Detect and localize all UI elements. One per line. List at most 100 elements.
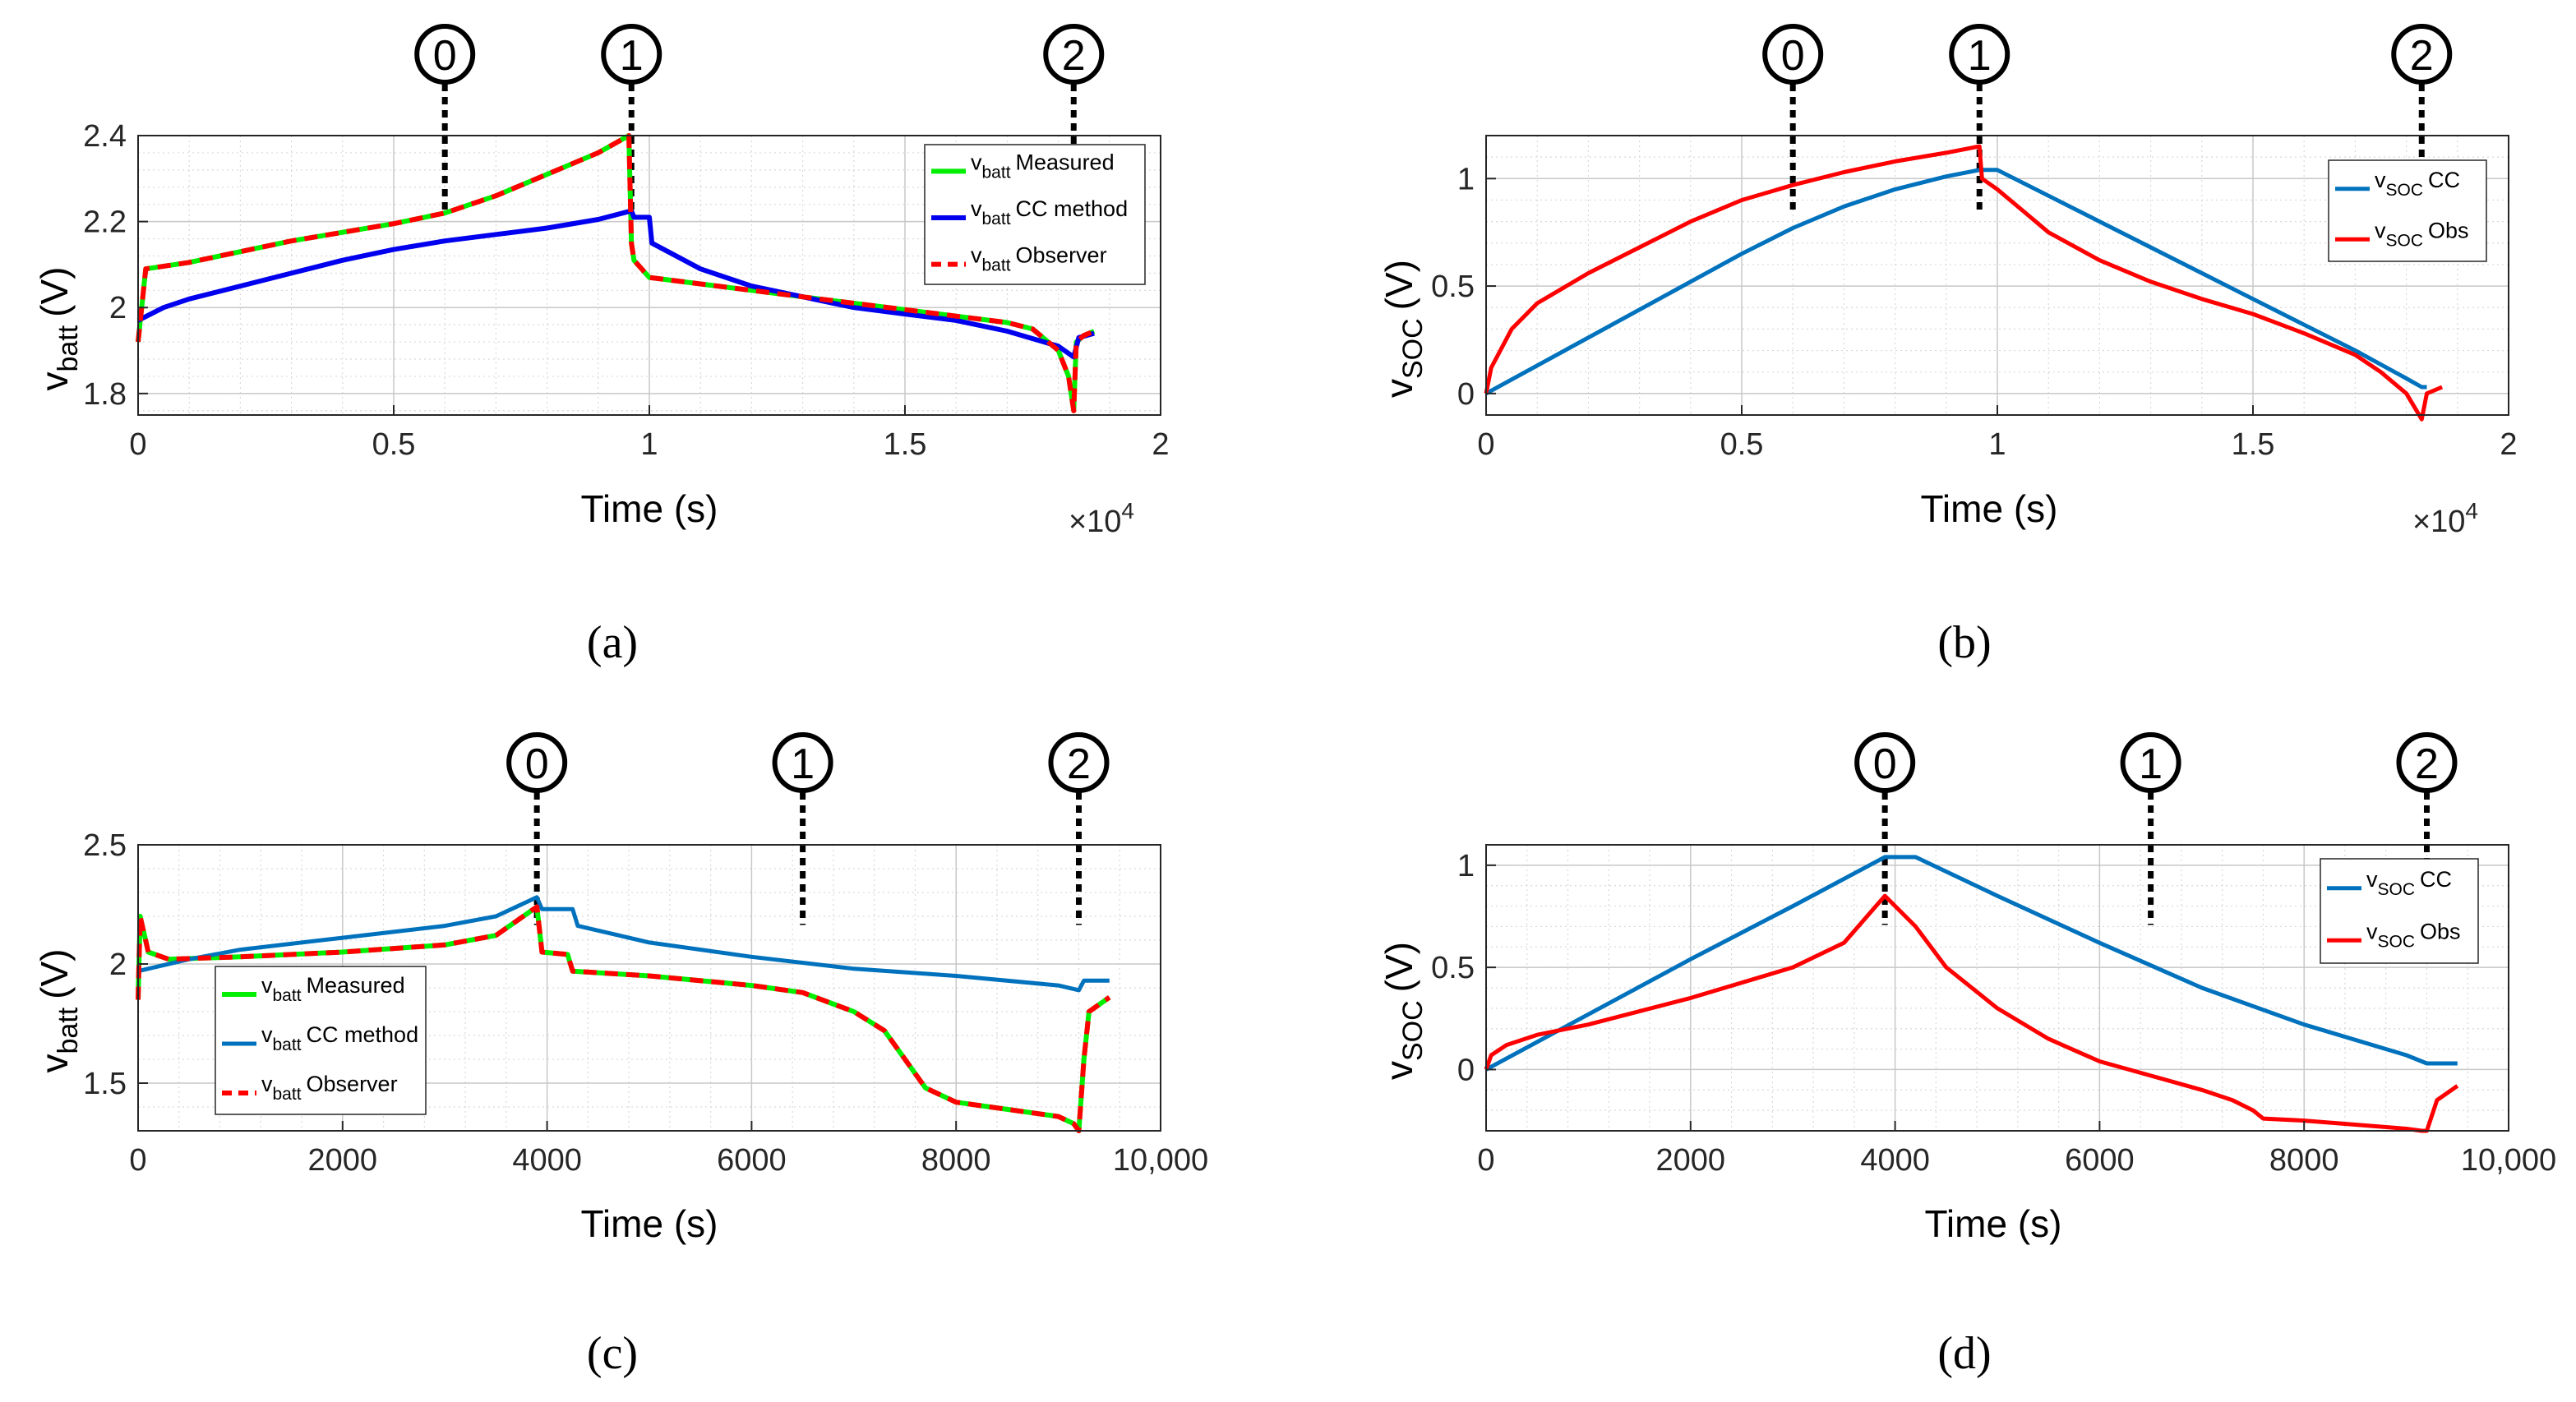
xtick-label: 2 [2500,427,2517,462]
legend-entry-obs: vSOC Obs [2375,218,2469,250]
xtick-label: 1 [1988,427,2006,462]
ylabel-unit: (V) [1378,260,1420,310]
legend-box [924,144,1146,285]
marker-label-1: 1 [620,32,644,80]
marker-circle-1 [1949,24,2010,85]
marker-label-2: 2 [1067,740,1091,788]
xtick-label: 0 [1477,427,1494,462]
series-obs-line [1484,893,2459,1133]
marker-circle-0 [506,732,568,793]
legend-entry-observer: vbatt Observer [971,243,1107,275]
marker-label-0: 0 [1781,32,1805,80]
legend-sub: SOC [2386,181,2424,200]
marker-label-0: 0 [1873,740,1897,788]
xtick-label: 10,000 [2461,1143,2556,1178]
marker-label-1: 1 [2139,740,2163,788]
ylabel-sub: batt [53,1007,84,1054]
marker-label-2: 2 [2415,740,2439,788]
ytick-label: 0.5 [1431,270,1475,304]
xlabel-a: Time (s) [581,487,718,530]
legend-sub: SOC [2378,880,2416,899]
marker-label-1: 1 [791,740,815,788]
x-exponent-power: 4 [2465,498,2478,523]
xlabel-b: Time (s) [1921,487,2058,530]
xtick-label: 6000 [717,1143,787,1178]
minor-grid-b [1485,135,2509,416]
xtick-label: 10,000 [1113,1143,1208,1178]
legend-main: v [971,243,982,268]
legend-main: v [2366,867,2378,892]
ytick-label: 2.2 [83,205,127,240]
legend-text: Observer [1016,243,1107,268]
x-exponent-base: ×10 [1069,505,1121,539]
ylabel-sub: SOC [1397,318,1429,379]
legend-sub: batt [982,163,1011,182]
marker-circle-0 [414,24,476,85]
legend-entry-cc: vSOC CC [2375,168,2460,200]
legend-sub: batt [982,210,1011,228]
marker-circle-2 [2391,24,2453,85]
legend-b: vSOC CC vSOC Obs [2328,159,2487,262]
legend-text: CC [2428,168,2460,192]
ytick-label: 1 [1457,849,1475,883]
ylabel-main: v [33,372,76,391]
marker-label-1: 1 [1968,32,1992,80]
marker-circle-2 [2396,732,2458,793]
legend-entry-obs: vSOC Obs [2366,919,2461,951]
legend-text: Measured [1016,150,1115,174]
ytick-label: 0 [1457,1053,1475,1087]
legend-entry-observer: vbatt Observer [261,1072,398,1104]
legend-sub: SOC [2386,231,2424,250]
caption-b: (b) [1937,617,1991,668]
caption-c: (c) [587,1328,638,1379]
x-exponent-power: 4 [1121,498,1134,523]
ylabel-sub: SOC [1397,1000,1429,1061]
legend-text: CC method [1016,196,1129,221]
series-obs-line [1484,144,2444,422]
series-cc-method-line [137,895,1110,993]
panel-c: (c) Time (s) 0 2000 4000 6000 8000 10,000 1.5 2… [33,732,1208,1379]
xtick-label: 1.5 [2232,427,2275,462]
legend-d: vSOC CC vSOC Obs [2320,858,2479,964]
axes-box-c [137,844,1161,1132]
ylabel-b: vSOC (V) [1378,260,1429,398]
xtick-label: 2000 [308,1143,378,1178]
legend-text: Observer [307,1072,398,1096]
xtick-label: 4000 [1860,1143,1930,1178]
marker-label-0: 0 [525,740,549,788]
series-cc-line [1484,168,2427,395]
xtick-label: 0 [1477,1143,1494,1178]
ylabel-c: vbatt (V) [33,948,84,1072]
marker-circle-1 [601,24,662,85]
xtick-label: 8000 [2269,1143,2339,1178]
ytick-label: 0 [1457,377,1475,412]
ylabel-main: v [1378,1061,1420,1080]
ytick-label: 1.5 [83,1067,127,1101]
xtick-label: 1 [640,427,658,462]
legend-text: Obs [2420,919,2461,943]
legend-main: v [261,1072,273,1096]
xtick-label: 0 [129,1143,146,1178]
xtick-label: 2000 [1656,1143,1726,1178]
marker-circle-1 [772,732,833,793]
caption-a: (a) [587,617,638,668]
legend-main: v [261,973,273,998]
legend-entry-measured: vbatt Measured [971,150,1115,182]
ytick-label: 0.5 [1431,951,1475,985]
marker-circle-2 [1043,24,1105,85]
xtick-label: 0.5 [1720,427,1764,462]
ylabel-main: v [1378,379,1420,398]
legend-sub: batt [273,1035,302,1054]
panel-d: (d) Time (s) 0 2000 4000 6000 8000 10,000 0 0.5… [1378,732,2556,1379]
axes-box-d [1485,844,2509,1132]
ytick-label: 2.4 [83,119,127,154]
legend-entry-cc-method: vbatt CC method [971,196,1128,228]
legend-box [2328,159,2487,262]
legend-text: CC [2420,867,2452,892]
legend-entry-measured: vbatt Measured [261,973,405,1005]
marker-circle-1 [2120,732,2181,793]
series-cc-method-line [136,208,1095,360]
